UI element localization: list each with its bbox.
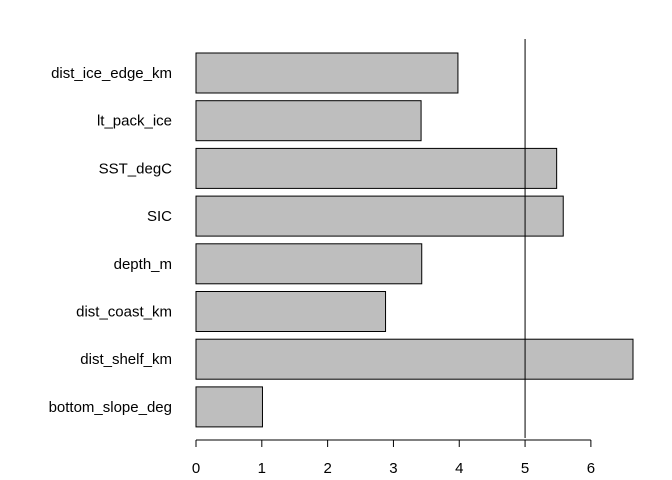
x-tick-label: 2 <box>323 460 331 477</box>
category-label: lt_pack_ice <box>97 113 172 130</box>
category-label: bottom_slope_deg <box>49 399 172 416</box>
category-labels: dist_ice_edge_km lt_pack_ice SST_degC SIC de… <box>49 65 173 416</box>
bar-dist_coast_km <box>196 292 386 332</box>
bar-bottom_slope_deg <box>196 387 262 427</box>
bar-dist_ice_edge_km <box>196 53 458 93</box>
category-label: depth_m <box>114 256 172 273</box>
bar-SIC <box>196 196 563 236</box>
category-label: dist_coast_km <box>76 304 172 321</box>
bar-lt_pack_ice <box>196 101 421 141</box>
x-tick-label: 5 <box>521 460 529 477</box>
bars-group <box>196 53 633 427</box>
x-tick-label: 6 <box>587 460 595 477</box>
x-axis: 0 1 2 3 4 5 6 <box>192 440 595 477</box>
x-tick-label: 4 <box>455 460 463 477</box>
bar-SST_degC <box>196 148 557 188</box>
x-tick-label: 0 <box>192 460 200 477</box>
bar-depth_m <box>196 244 422 284</box>
category-label: dist_shelf_km <box>80 351 172 368</box>
x-tick-label: 1 <box>258 460 266 477</box>
category-label: dist_ice_edge_km <box>51 65 172 82</box>
bar-dist_shelf_km <box>196 339 633 379</box>
category-label: SIC <box>147 208 172 225</box>
category-label: SST_degC <box>99 160 173 177</box>
x-tick-label: 3 <box>389 460 397 477</box>
